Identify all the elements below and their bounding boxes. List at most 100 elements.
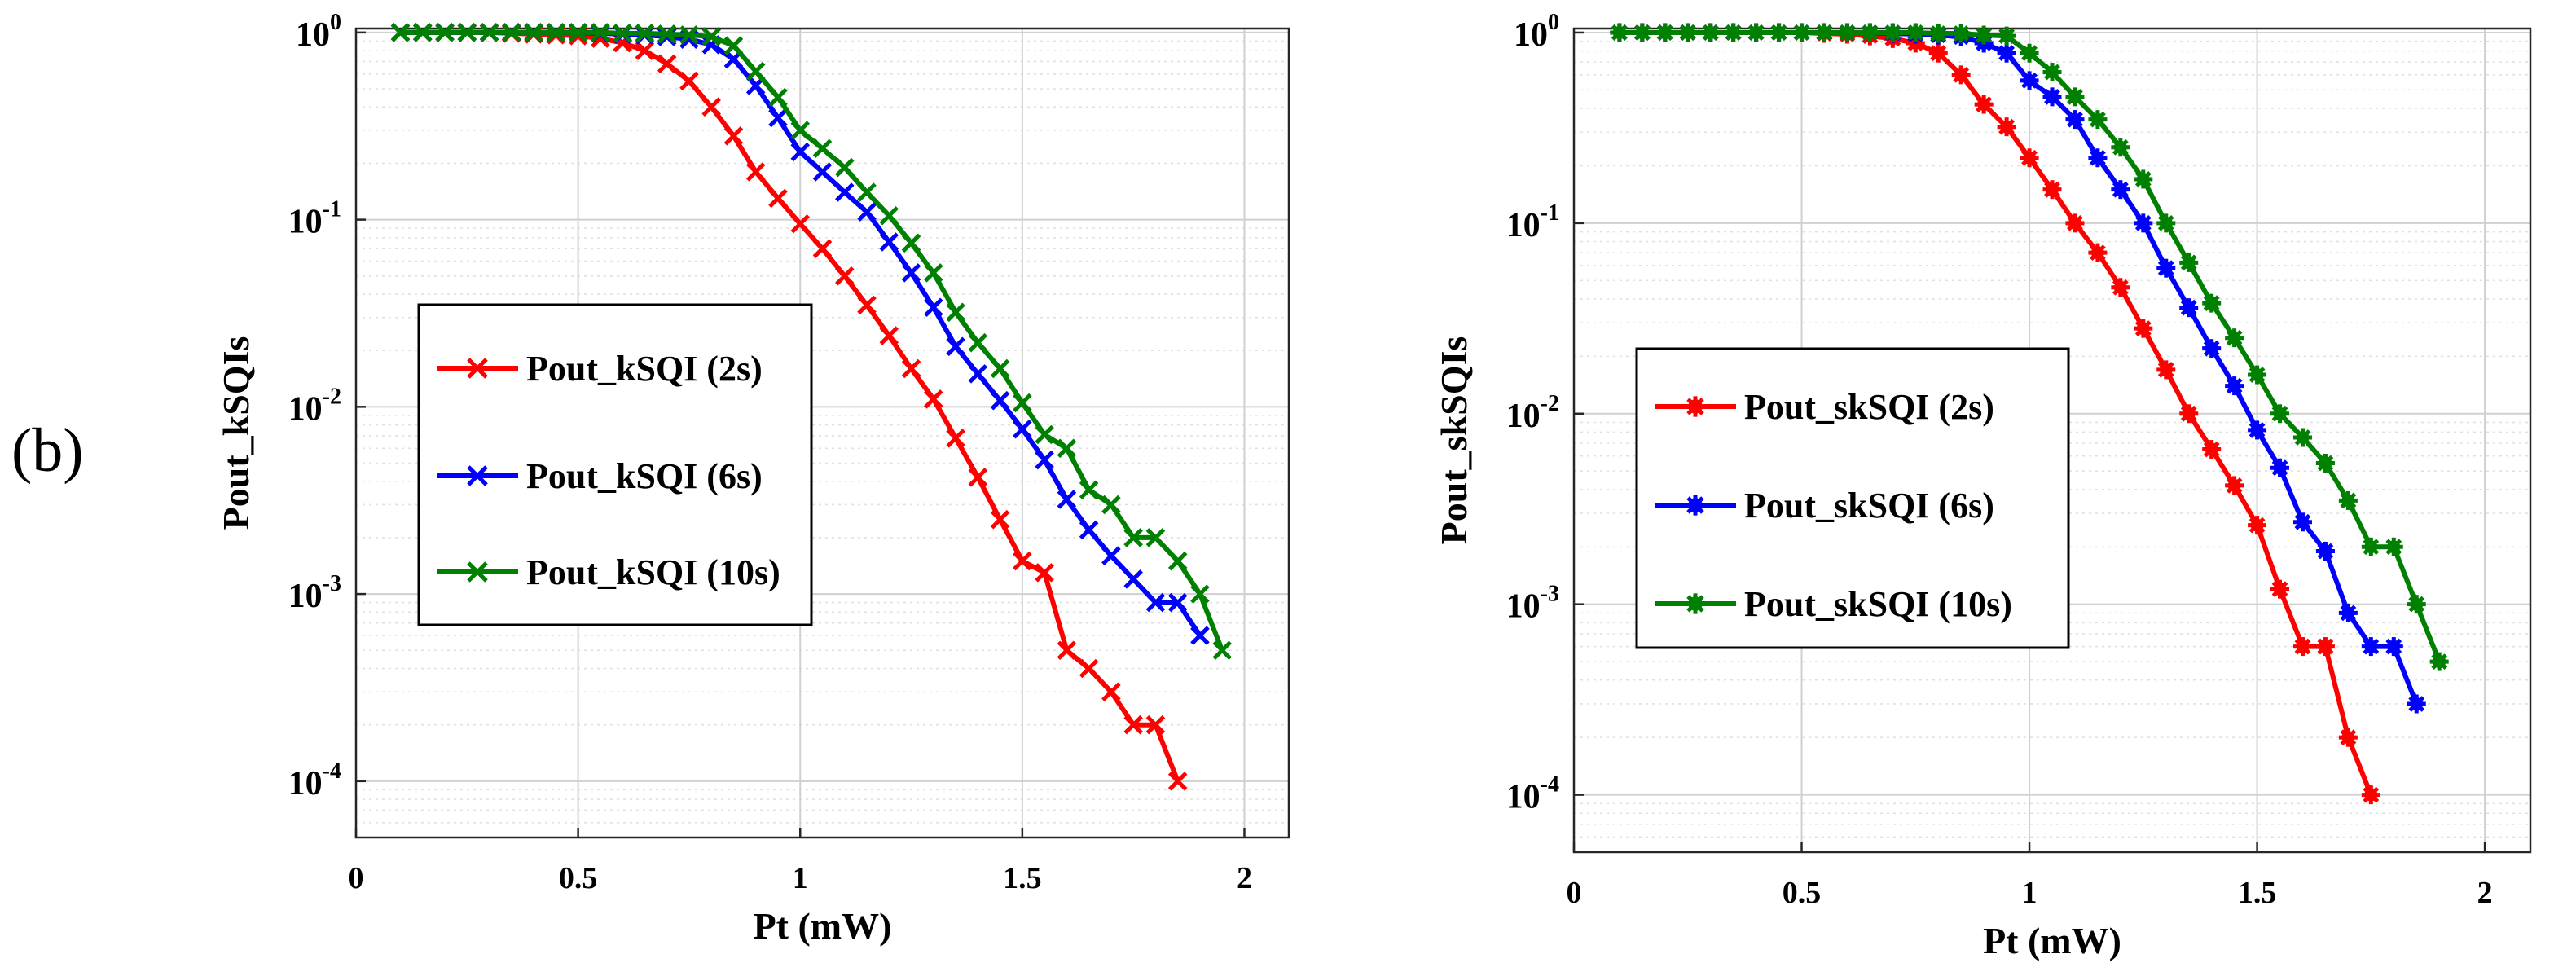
data-point — [1167, 551, 1188, 571]
data-point — [723, 126, 744, 146]
data-point — [812, 162, 833, 182]
data-point — [1079, 520, 1099, 540]
x-tick-label: 0 — [1567, 876, 1582, 910]
data-point — [968, 468, 988, 487]
data-point — [924, 297, 943, 318]
legend-label: Pout_kSQI (6s) — [526, 456, 763, 496]
data-point — [2179, 404, 2199, 424]
data-point — [790, 121, 811, 140]
data-point — [435, 23, 455, 42]
data-point — [568, 23, 588, 42]
data-point — [2248, 516, 2267, 535]
data-point — [1123, 528, 1143, 547]
y-tick-label: 10-1 — [1506, 200, 1559, 244]
y-tick-label: 10-4 — [1506, 772, 1559, 816]
series-line — [400, 29, 1224, 652]
data-point — [879, 232, 899, 252]
data-point — [2248, 420, 2267, 440]
data-point — [467, 465, 488, 486]
data-point — [2020, 43, 2039, 63]
legend-entry: Pout_kSQI (6s) — [437, 456, 763, 496]
x-tick-label: 1.5 — [2238, 876, 2277, 910]
legend-entry: Pout_skSQI (2s) — [1655, 387, 1994, 427]
data-point — [857, 182, 877, 202]
data-point — [1123, 714, 1143, 735]
data-point — [2384, 637, 2403, 657]
data-point — [1701, 23, 1721, 42]
data-point — [413, 23, 433, 42]
chart-2: 0 0.5 1 1.5 2 100 10-1 10-2 10-3 10-4 Pt (mW) Pout_… — [1433, 10, 2532, 961]
legend: Pout_skSQI (2s) Pout_skSQI (6s) Pout_skSQI… — [1635, 347, 2070, 649]
data-point — [1860, 23, 1879, 42]
data-point — [834, 182, 855, 202]
data-point — [467, 358, 488, 379]
x-tick-label: 1 — [2022, 876, 2038, 910]
data-point — [1101, 546, 1121, 565]
data-point — [2042, 87, 2062, 107]
data-point — [2134, 169, 2153, 189]
data-point — [1167, 592, 1188, 613]
y-tick-label: 10-3 — [288, 571, 341, 615]
data-point — [2156, 258, 2176, 278]
data-point — [1123, 569, 1143, 589]
data-point — [768, 87, 788, 108]
data-point — [2065, 87, 2085, 107]
data-point — [2202, 339, 2222, 358]
data-point — [990, 509, 1010, 530]
series-3 — [390, 23, 1232, 661]
x-axis-label: Pt (mW) — [754, 905, 892, 947]
data-point — [1974, 95, 1994, 114]
data-point — [1724, 23, 1743, 42]
data-point — [946, 302, 965, 323]
data-point — [745, 61, 766, 81]
legend-label: Pout_skSQI (2s) — [1744, 387, 1994, 427]
data-point — [2292, 428, 2312, 447]
data-point — [1145, 714, 1166, 735]
data-point — [679, 71, 699, 91]
data-point — [2020, 71, 2039, 90]
data-point — [2088, 243, 2108, 262]
data-point — [1190, 626, 1210, 645]
data-point — [2361, 537, 2380, 556]
data-point — [2407, 694, 2426, 714]
y-tick-label: 10-3 — [1506, 582, 1559, 626]
x-tick-label: 0 — [349, 861, 364, 895]
data-point — [990, 358, 1010, 379]
data-point — [635, 41, 655, 60]
x-tick-label: 2 — [1237, 861, 1252, 895]
data-point — [1079, 658, 1099, 679]
data-point — [1655, 23, 1675, 42]
legend-label: Pout_skSQI (6s) — [1744, 486, 1994, 525]
data-point — [2429, 652, 2449, 671]
data-point — [1035, 450, 1054, 470]
data-point — [2134, 319, 2153, 338]
legend-label: Pout_skSQI (10s) — [1744, 584, 2012, 624]
data-point — [1145, 528, 1166, 547]
data-point — [1685, 495, 1706, 516]
data-point — [1035, 563, 1054, 583]
data-point — [2361, 785, 2380, 805]
data-point — [2270, 579, 2290, 599]
y-axis-label: Pout_kSQIs — [215, 336, 257, 530]
y-tick-label: 10-2 — [1506, 391, 1559, 435]
data-point — [2111, 278, 2130, 297]
data-point — [2065, 110, 2085, 130]
legend-entry: Pout_skSQI (6s) — [1655, 486, 1994, 525]
data-point — [1013, 393, 1032, 413]
data-point — [1633, 23, 1652, 42]
y-tick-label: 10-1 — [288, 197, 341, 241]
data-point — [2248, 365, 2267, 385]
data-point — [1792, 23, 1812, 42]
data-point — [1212, 640, 1232, 661]
data-point — [901, 358, 921, 379]
legend-entry: Pout_kSQI (2s) — [437, 349, 763, 389]
data-point — [1057, 490, 1077, 509]
data-point — [768, 188, 788, 209]
data-point — [924, 389, 943, 409]
data-point — [879, 326, 899, 345]
y-tick-label: 100 — [1514, 10, 1559, 54]
data-point — [2315, 637, 2335, 657]
legend-label: Pout_kSQI (2s) — [526, 349, 763, 389]
data-point — [857, 202, 877, 222]
